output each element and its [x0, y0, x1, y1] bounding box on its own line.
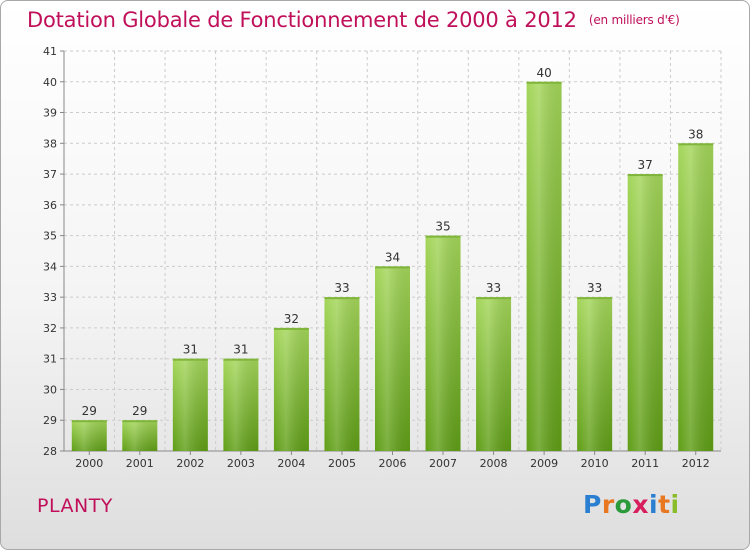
data-label: 34 [385, 250, 400, 264]
x-tick-label: 2011 [631, 457, 659, 470]
bar-shine [526, 81, 562, 452]
x-tick-label: 2007 [429, 457, 457, 470]
proxiti-logo: Proxiti [583, 490, 680, 519]
bar [324, 297, 360, 451]
logo-letter: P [583, 490, 602, 519]
x-tick-label: 2002 [176, 457, 204, 470]
bar-cap [324, 297, 360, 300]
bar-shine [273, 327, 309, 451]
x-tick-label: 2001 [126, 457, 154, 470]
data-label: 32 [284, 312, 299, 326]
bar [71, 420, 107, 451]
y-tick-label: 41 [43, 45, 57, 58]
bar [476, 297, 512, 451]
bars [71, 81, 714, 452]
data-label: 31 [183, 343, 198, 357]
bar-shine [476, 297, 512, 451]
x-tick-label: 2003 [227, 457, 255, 470]
x-tick-label: 2008 [480, 457, 508, 470]
y-tick-label: 35 [43, 230, 57, 243]
bar-cap [122, 420, 158, 423]
x-tick-label: 2004 [277, 457, 305, 470]
bar [526, 81, 562, 452]
y-tick-label: 32 [43, 322, 57, 335]
bar-shine [122, 420, 158, 451]
bar-shine [627, 174, 663, 452]
bar-cap [678, 143, 714, 146]
bar [627, 174, 663, 452]
y-tick-label: 40 [43, 76, 57, 89]
bar-shine [223, 358, 259, 451]
logo-letter: o [614, 490, 633, 519]
bar-cap [375, 266, 410, 269]
bar-cap [627, 174, 663, 177]
unit-note: (en milliers d'€) [588, 13, 680, 27]
bar-shine [375, 266, 410, 451]
title-text: Dotation Globale de Fonctionnement de 20… [27, 8, 577, 32]
data-label: 33 [334, 281, 349, 295]
bar-cap [577, 297, 613, 300]
y-tick-label: 33 [43, 291, 57, 304]
bar-cap [172, 358, 208, 361]
data-label: 29 [132, 404, 147, 418]
bar [375, 266, 410, 451]
labels: 28 29 30 31 32 33 34 35 36 37 38 39 40 41 29 2000 29 2001… [43, 45, 710, 470]
commune-name: PLANTY [37, 495, 113, 517]
bar-shine [577, 297, 613, 451]
x-tick-label: 2010 [581, 457, 609, 470]
x-tick-label: 2012 [682, 457, 710, 470]
y-tick-label: 38 [43, 137, 57, 150]
bar-shine [324, 297, 360, 451]
data-label: 38 [688, 127, 703, 141]
bar-shine [425, 235, 461, 451]
bar-cap [526, 81, 562, 84]
y-tick-label: 28 [43, 445, 57, 458]
x-tick-label: 2000 [75, 457, 103, 470]
bar [122, 420, 158, 451]
bar [425, 235, 461, 451]
y-tick-label: 31 [43, 353, 57, 366]
bar-cap [223, 358, 259, 361]
data-label: 33 [486, 281, 501, 295]
bar-shine [678, 143, 714, 452]
data-label: 37 [638, 158, 653, 172]
logo-letter: x [632, 490, 649, 519]
bar-cap [476, 297, 512, 300]
y-tick-label: 30 [43, 383, 57, 396]
x-tick-label: 2006 [379, 457, 407, 470]
y-tick-label: 29 [43, 414, 57, 427]
bar-cap [425, 235, 461, 238]
data-label: 40 [536, 66, 551, 80]
data-label: 33 [587, 281, 602, 295]
bar [273, 327, 309, 451]
bar [678, 143, 714, 452]
x-tick-label: 2009 [530, 457, 558, 470]
bar-cap [71, 420, 107, 423]
logo-letter: i [670, 490, 680, 519]
y-tick-label: 37 [43, 168, 57, 181]
bar-shine [71, 420, 107, 451]
y-tick-label: 39 [43, 107, 57, 120]
bar-shine [172, 358, 208, 451]
x-tick-label: 2005 [328, 457, 356, 470]
data-label: 29 [82, 404, 97, 418]
bar [172, 358, 208, 451]
data-label: 35 [435, 220, 450, 234]
y-tick-label: 34 [43, 260, 57, 273]
bar [577, 297, 613, 451]
bar [223, 358, 259, 451]
logo-letter: r [601, 490, 615, 519]
logo-letter: i [649, 490, 659, 519]
y-tick-label: 36 [43, 199, 57, 212]
logo-letter: t [658, 490, 671, 519]
data-label: 31 [233, 343, 248, 357]
bar-cap [273, 327, 309, 330]
chart-title: Dotation Globale de Fonctionnement de 20… [27, 8, 680, 32]
